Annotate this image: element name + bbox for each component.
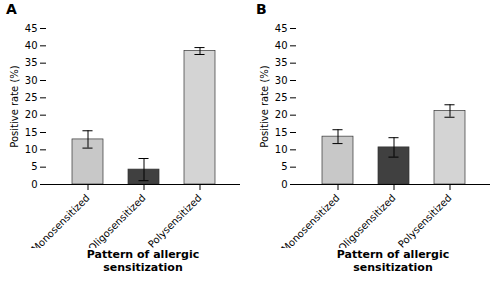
svg-text:45: 45 — [275, 23, 288, 34]
html-text:B: B — [256, 1, 267, 17]
svg-text:10: 10 — [25, 144, 38, 155]
svg-text:Oligosensitized: Oligosensitized — [86, 192, 148, 248]
svg-text:0: 0 — [31, 179, 37, 190]
svg-text:Polysensitized: Polysensitized — [146, 192, 204, 248]
svg-text:25: 25 — [25, 92, 38, 103]
svg-text:15: 15 — [275, 127, 288, 138]
svg-text:25: 25 — [275, 92, 288, 103]
svg-text:35: 35 — [275, 57, 288, 68]
svg-text:Polysensitized: Polysensitized — [396, 192, 454, 248]
svg-text:20: 20 — [25, 109, 38, 120]
svg-text:5: 5 — [281, 161, 287, 172]
svg-text:Monosensitized: Monosensitized — [29, 192, 91, 248]
svg-text:15: 15 — [25, 127, 38, 138]
svg-text:0: 0 — [281, 179, 287, 190]
svg-text:35: 35 — [25, 57, 38, 68]
svg-text:45: 45 — [25, 23, 38, 34]
svg-text:5: 5 — [31, 161, 37, 172]
svg-text:Oligosensitized: Oligosensitized — [336, 192, 398, 248]
svg-text:Monosensitized: Monosensitized — [279, 192, 341, 248]
svg-text:10: 10 — [275, 144, 288, 155]
html-text:Pattern of allergic sensitizat: Pattern of allergic sensitization — [86, 248, 200, 274]
svg-text:40: 40 — [275, 40, 288, 51]
svg-text:Positive rate (%): Positive rate (%) — [259, 65, 270, 148]
svg-text:30: 30 — [25, 75, 38, 86]
svg-text:20: 20 — [275, 109, 288, 120]
html-text:A: A — [6, 1, 17, 17]
svg-text:40: 40 — [25, 40, 38, 51]
svg-text:Positive rate (%): Positive rate (%) — [9, 65, 20, 148]
html-text:Pattern of allergic sensitizat: Pattern of allergic sensitization — [336, 248, 450, 274]
svg-text:30: 30 — [275, 75, 288, 86]
